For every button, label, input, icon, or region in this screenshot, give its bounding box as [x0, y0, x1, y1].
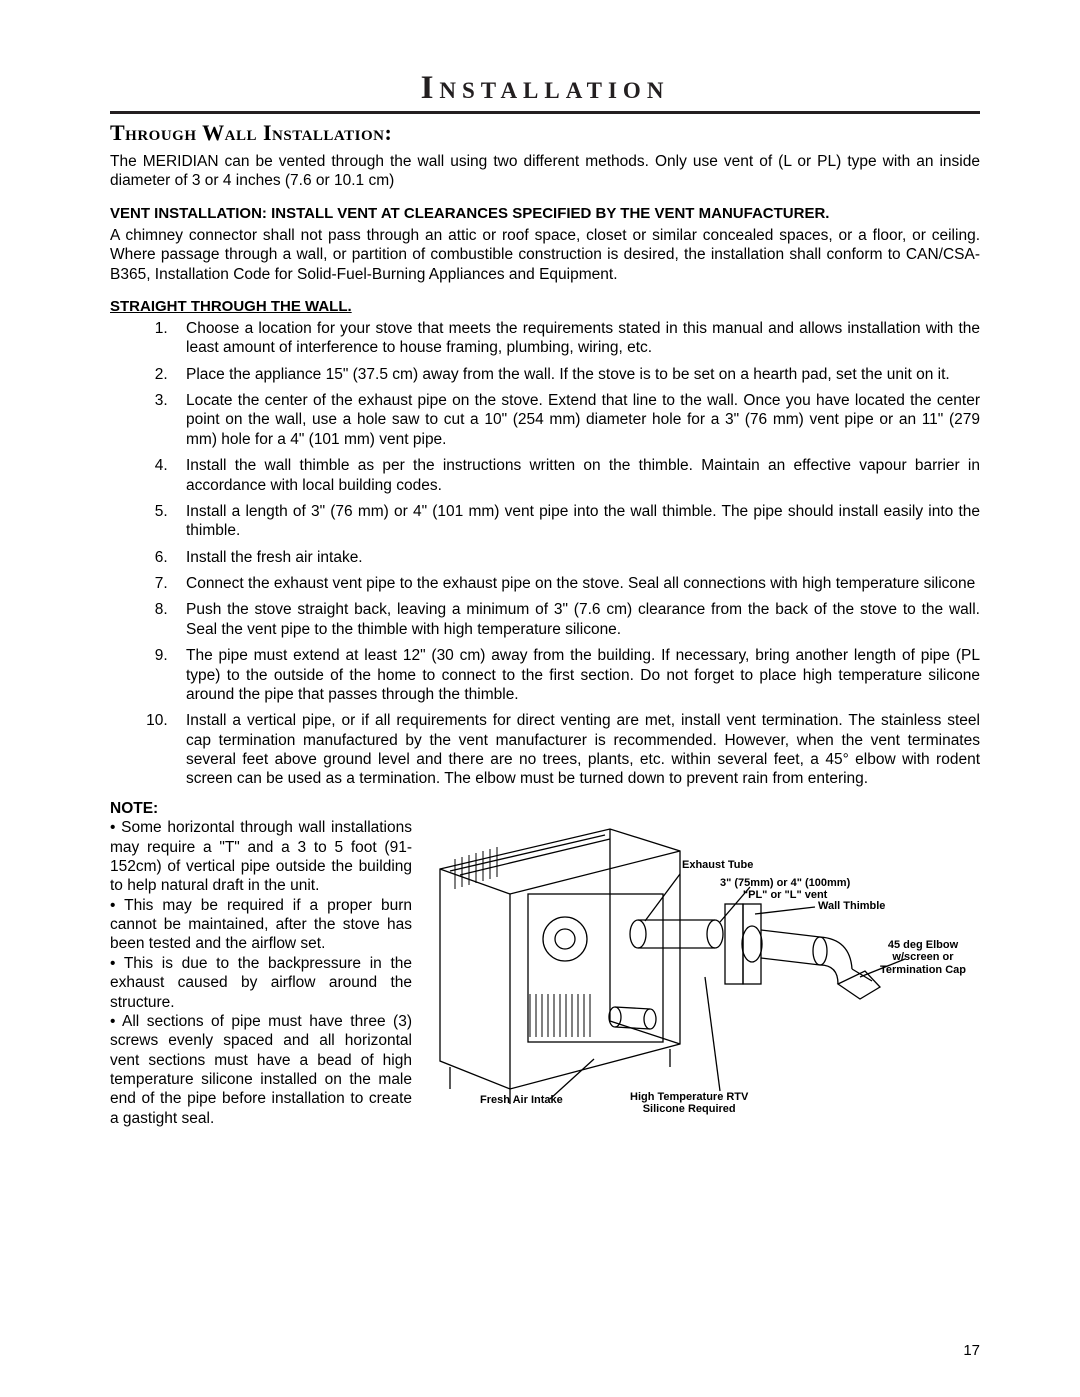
label-wall-thimble: Wall Thimble	[818, 900, 885, 913]
intro-paragraph: The MERIDIAN can be vented through the w…	[110, 152, 980, 191]
step-item: Install the fresh air intake.	[172, 548, 980, 567]
step-item: The pipe must extend at least 12" (30 cm…	[172, 646, 980, 704]
step-item: Install the wall thimble as per the inst…	[172, 456, 980, 495]
label-exhaust-tube: Exhaust Tube	[682, 859, 753, 872]
label-elbow: 45 deg Elbow w/screen or Termination Cap	[880, 939, 966, 977]
step-item: Choose a location for your stove that me…	[172, 319, 980, 358]
note-item: • This is due to the backpressure in the…	[110, 954, 412, 1012]
note-and-diagram-row: NOTE: • Some horizontal through wall ins…	[110, 799, 980, 1128]
chapter-title: Installation	[110, 70, 980, 107]
straight-heading: STRAIGHT THROUGH THE WALL.	[110, 298, 980, 315]
step-item: Install a vertical pipe, or if all requi…	[172, 711, 980, 789]
vent-install-body: A chimney connector shall not pass throu…	[110, 226, 980, 284]
step-item: Connect the exhaust vent pipe to the exh…	[172, 574, 980, 593]
steps-list: Choose a location for your stove that me…	[110, 319, 980, 789]
vent-install-heading: VENT INSTALLATION: INSTALL VENT AT CLEAR…	[110, 205, 980, 222]
note-column: NOTE: • Some horizontal through wall ins…	[110, 799, 412, 1128]
step-item: Locate the center of the exhaust pipe on…	[172, 391, 980, 449]
note-item: • Some horizontal through wall installat…	[110, 818, 412, 896]
note-item: • All sections of pipe must have three (…	[110, 1012, 412, 1128]
title-rule	[110, 111, 980, 114]
note-label: NOTE:	[110, 800, 158, 817]
step-item: Install a length of 3" (76 mm) or 4" (10…	[172, 502, 980, 541]
page-number: 17	[963, 1342, 980, 1359]
label-vent-size: 3" (75mm) or 4" (100mm) "PL" or "L" vent	[720, 877, 850, 902]
step-item: Push the stove straight back, leaving a …	[172, 600, 980, 639]
diagram-column: Exhaust Tube 3" (75mm) or 4" (100mm) "PL…	[420, 799, 980, 1128]
page: Installation Through Wall Installation: …	[0, 0, 1080, 1397]
note-item: • This may be required if a proper burn …	[110, 896, 412, 954]
step-item: Place the appliance 15" (37.5 cm) away f…	[172, 365, 980, 384]
section-heading: Through Wall Installation:	[110, 120, 980, 146]
label-fresh-air: Fresh Air Intake	[480, 1094, 563, 1107]
label-rtv: High Temperature RTV Silicone Required	[630, 1091, 748, 1116]
